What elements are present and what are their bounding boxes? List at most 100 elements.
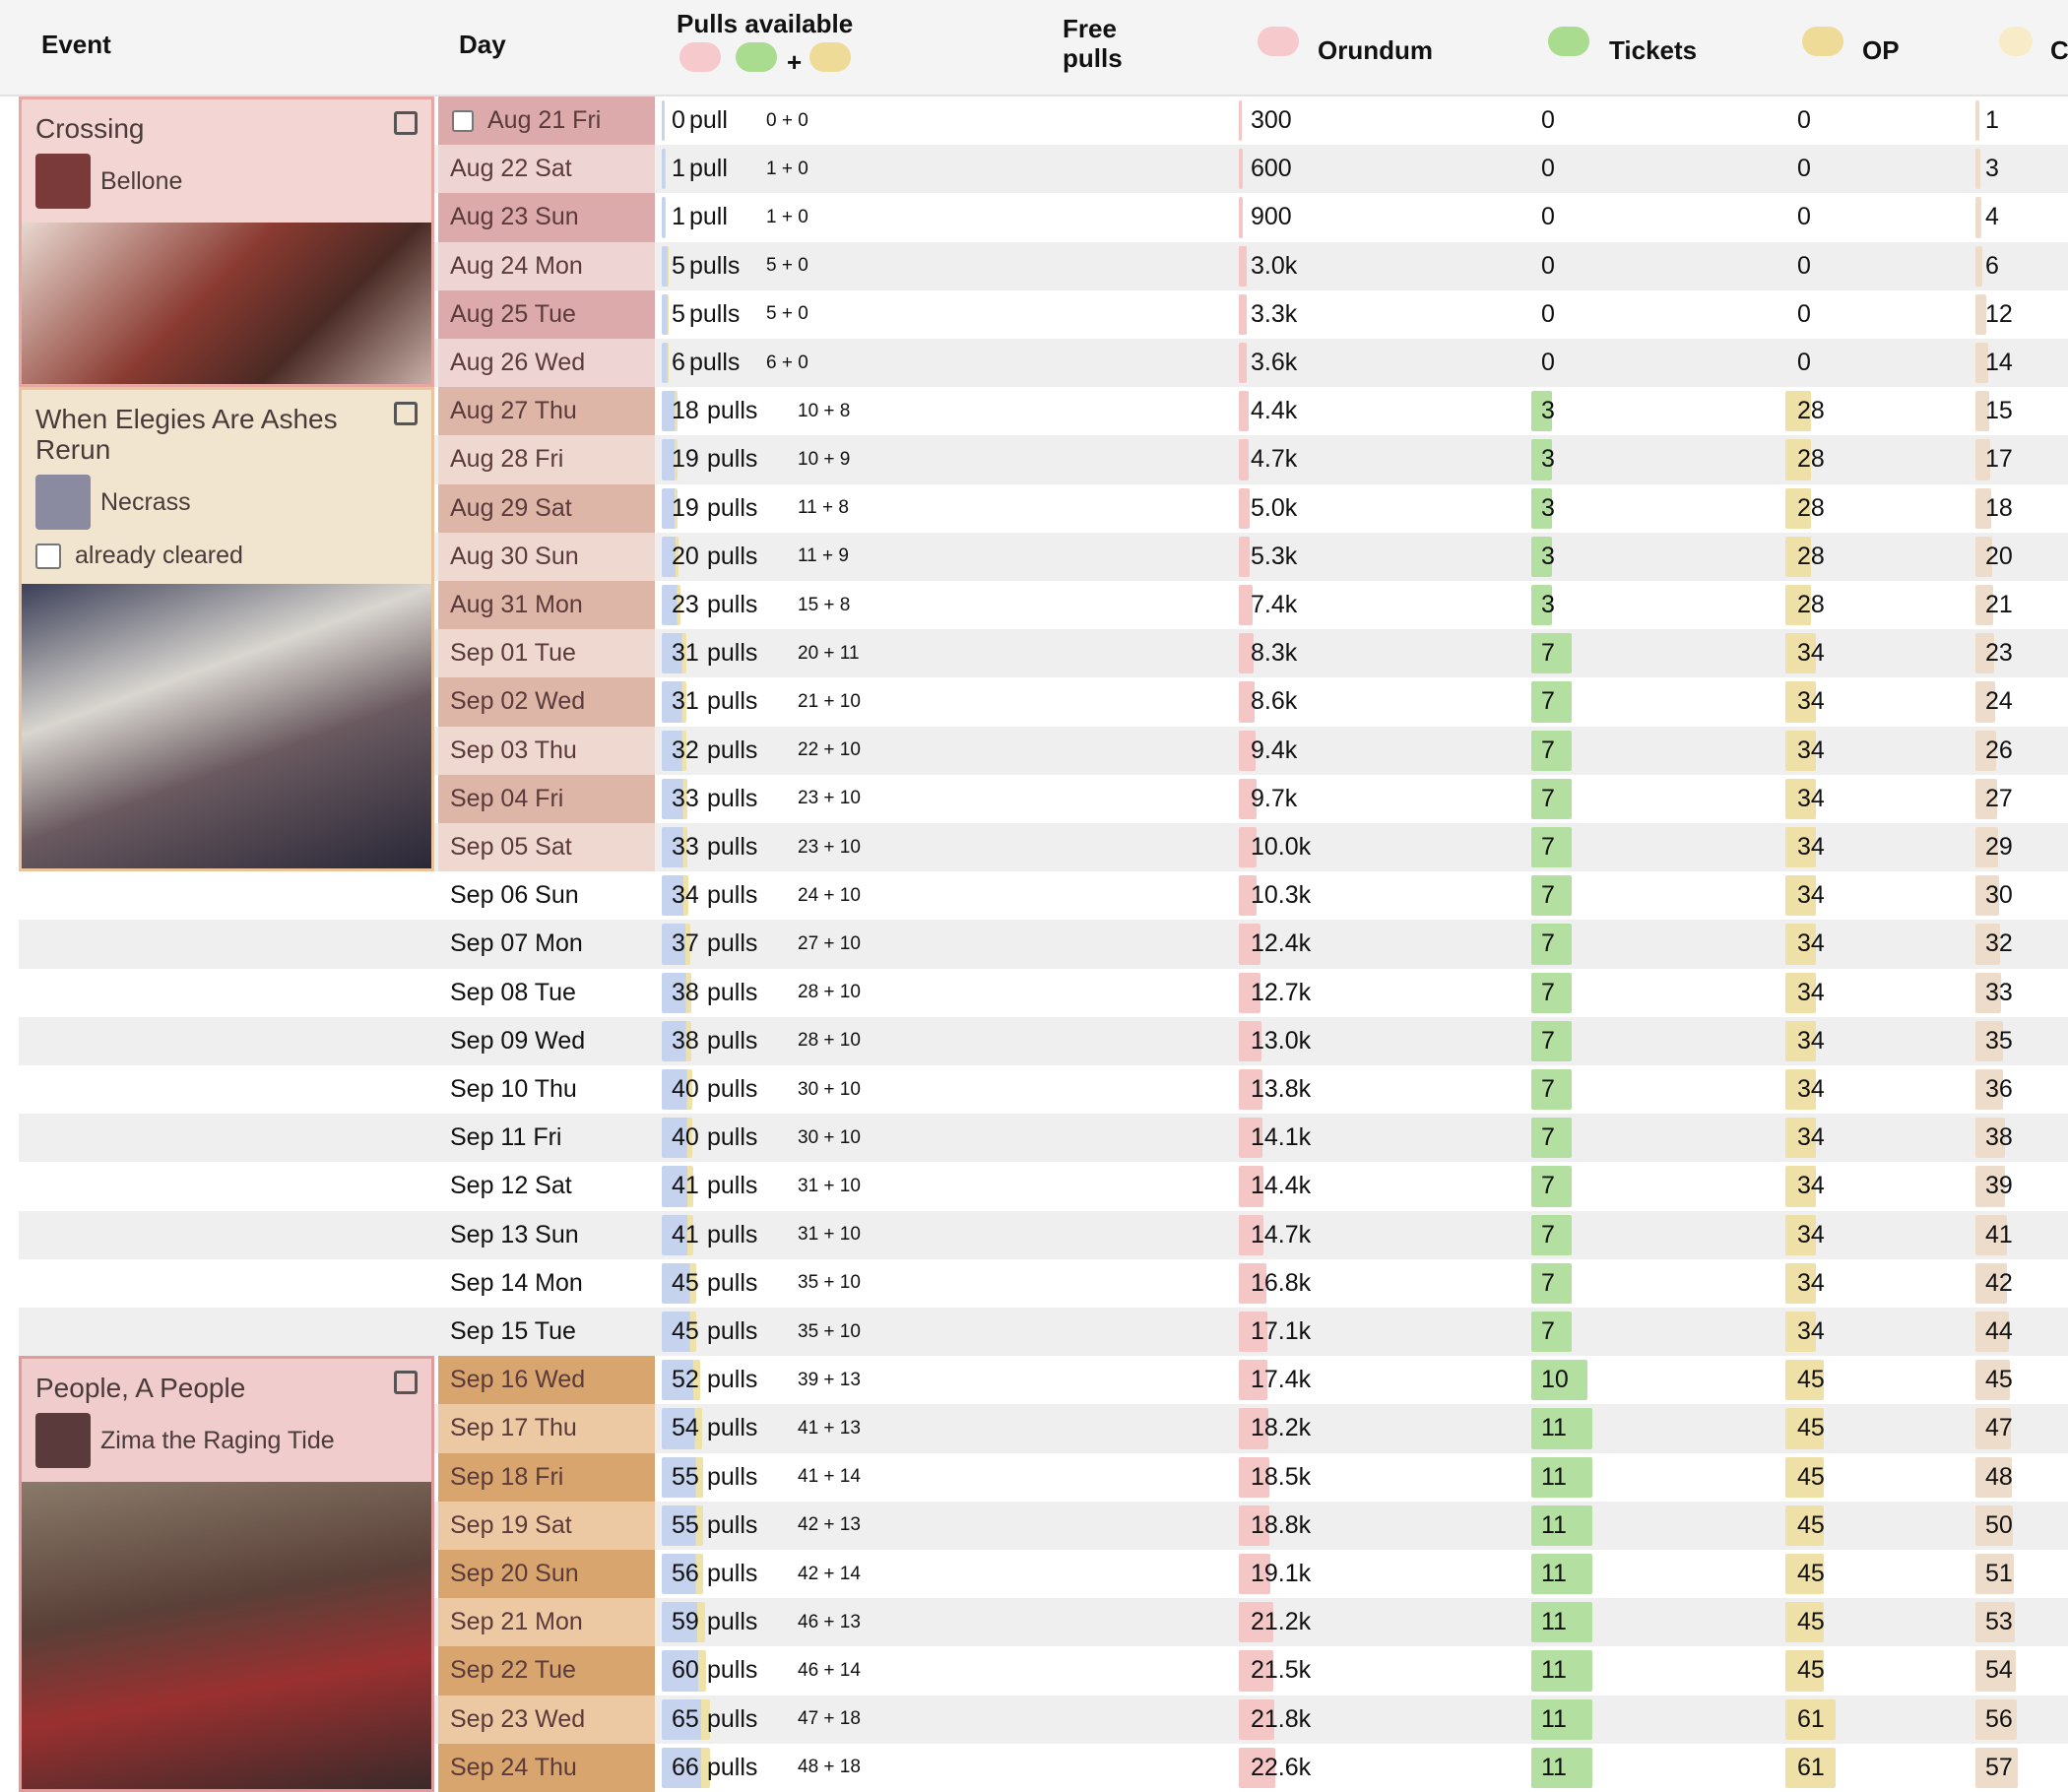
extra-cell: 27 — [1968, 775, 2068, 823]
op-cell: 45 — [1777, 1404, 1968, 1452]
day-label: Aug 25 Tue — [450, 299, 576, 328]
extra-cell: 6 — [1968, 242, 2068, 290]
orundum-cell: 4.7k — [1233, 435, 1523, 483]
extra-bar — [1975, 100, 1979, 142]
op-value: 45 — [1797, 1414, 1825, 1442]
op-cell: 0 — [1777, 242, 1968, 290]
pulls-cell: 6 pulls 6 + 0 — [662, 339, 1056, 387]
pulls-cell: 52 pulls 39 + 13 — [662, 1356, 1056, 1404]
table-row: Sep 11 Fri 40 pulls 30 + 10 14.1k 7 34 38 — [19, 1114, 2068, 1163]
pulls-cell: 1 pull 1 + 0 — [662, 193, 1056, 241]
event-link[interactable] — [394, 1371, 418, 1395]
event-link[interactable] — [394, 402, 418, 426]
extra-bar — [1975, 1698, 2018, 1740]
extra-value: 39 — [1985, 1172, 2013, 1200]
day-cell: Aug 23 Sun — [438, 193, 655, 242]
pulls-cell: 19 pulls 11 + 8 — [662, 484, 1056, 533]
extra-value: 20 — [1985, 542, 2013, 570]
pulls-unit: pulls — [707, 881, 758, 910]
tickets-bar — [1531, 730, 1573, 771]
op-bar — [1785, 1118, 1816, 1159]
pulls-count: 19 — [672, 445, 699, 474]
pulls-unit: pulls — [707, 1268, 758, 1297]
op-bar — [1785, 391, 1811, 432]
cleared-checkbox[interactable] — [35, 543, 61, 569]
pulls-count: 20 — [672, 542, 699, 570]
day-label: Sep 09 Wed — [450, 1026, 586, 1055]
tickets-cell: 3 — [1523, 581, 1777, 629]
pulls-cell: 31 pulls 20 + 11 — [662, 629, 1056, 677]
orundum-bar — [1239, 1262, 1267, 1304]
orundum-cell: 4.4k — [1233, 387, 1523, 435]
table-row: Sep 06 Sun 34 pulls 24 + 10 10.3k 7 34 30 — [19, 871, 2068, 921]
day-label: Sep 07 Mon — [450, 929, 583, 958]
extra-cell: 32 — [1968, 920, 2068, 968]
day-cell: Sep 18 Fri — [438, 1452, 655, 1502]
event-link[interactable] — [394, 111, 418, 135]
operator: Bellone — [35, 154, 418, 209]
op-value: 34 — [1797, 1172, 1825, 1200]
op-cell: 28 — [1777, 533, 1968, 581]
op-bar — [1785, 1360, 1824, 1401]
day-cell: Sep 23 Wed — [438, 1695, 655, 1744]
pulls-bar — [662, 293, 669, 335]
pulls-breakdown: 20 + 11 — [798, 642, 860, 664]
pulls-count: 55 — [672, 1462, 699, 1491]
tickets-bar — [1531, 1602, 1593, 1643]
pulls-unit: pulls — [707, 1704, 758, 1733]
extra-cell: 41 — [1968, 1211, 2068, 1259]
extra-cell: 39 — [1968, 1162, 2068, 1210]
orundum-bar — [1239, 1456, 1269, 1498]
tickets-value: 3 — [1541, 397, 1555, 425]
event-banner — [22, 223, 431, 385]
pulls-cell: 60 pulls 46 + 14 — [662, 1646, 1056, 1695]
orundum-cell: 18.8k — [1233, 1502, 1523, 1550]
cleared-label: already cleared — [75, 542, 243, 570]
pulls-unit: pulls — [707, 445, 758, 474]
extra-cell: 17 — [1968, 435, 2068, 483]
pulls-count: 56 — [672, 1560, 699, 1588]
pulls-breakdown: 39 + 13 — [798, 1369, 861, 1390]
orundum-cell: 9.4k — [1233, 727, 1523, 775]
pulls-unit: pulls — [707, 1462, 758, 1491]
tickets-bar — [1531, 487, 1552, 529]
pulls-cell: 37 pulls 27 + 10 — [662, 920, 1056, 968]
pulls-bar — [662, 1554, 704, 1595]
pulls-count: 38 — [672, 978, 699, 1006]
pulls-bar — [662, 1504, 703, 1546]
pulls-unit: pull — [689, 155, 728, 183]
pulls-count: 60 — [672, 1656, 699, 1685]
orundum-cell: 18.2k — [1233, 1404, 1523, 1452]
op-cell: 45 — [1777, 1356, 1968, 1404]
pulls-breakdown: 21 + 10 — [798, 690, 861, 712]
pulls-breakdown: 35 + 10 — [798, 1320, 861, 1342]
pulls-breakdown: 31 + 10 — [798, 1224, 861, 1246]
orundum-bar — [1239, 1020, 1261, 1061]
orundum-header: Orundum — [1318, 35, 1433, 65]
orundum-bar — [1239, 149, 1243, 190]
day-label: Sep 03 Thu — [450, 736, 577, 764]
pulls-count: 33 — [672, 833, 699, 862]
pulls-count: 40 — [672, 1123, 699, 1152]
orundum-value: 10.3k — [1251, 881, 1312, 910]
op-cell: 34 — [1777, 629, 1968, 677]
tickets-value: 3 — [1541, 445, 1555, 474]
op-cell: 34 — [1777, 823, 1968, 871]
orundum-cell: 12.4k — [1233, 920, 1523, 968]
extra-cell: 29 — [1968, 823, 2068, 871]
op-bar — [1785, 1214, 1816, 1255]
day-label: Aug 21 Fri — [487, 106, 602, 135]
pulls-count: 41 — [672, 1220, 699, 1248]
tickets-bar — [1531, 1554, 1593, 1595]
orundum-cell: 13.8k — [1233, 1065, 1523, 1114]
extra-bar — [1975, 1069, 2004, 1111]
op-value: 34 — [1797, 1220, 1825, 1248]
day-label: Sep 20 Sun — [450, 1560, 579, 1588]
table-row: Sep 19 Sat 55 pulls 42 + 13 18.8k 11 45 50 — [19, 1501, 2068, 1550]
day-checkbox[interactable] — [452, 109, 474, 132]
orundum-value: 18.2k — [1251, 1414, 1312, 1442]
pulls-bar — [662, 536, 679, 577]
orundum-bar — [1239, 439, 1250, 480]
extra-cell: 53 — [1968, 1598, 2068, 1646]
op-bar — [1785, 1312, 1816, 1353]
